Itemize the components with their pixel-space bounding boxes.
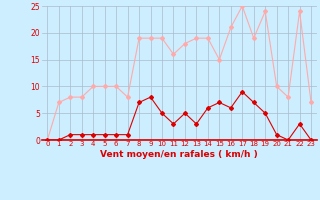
- X-axis label: Vent moyen/en rafales ( km/h ): Vent moyen/en rafales ( km/h ): [100, 150, 258, 159]
